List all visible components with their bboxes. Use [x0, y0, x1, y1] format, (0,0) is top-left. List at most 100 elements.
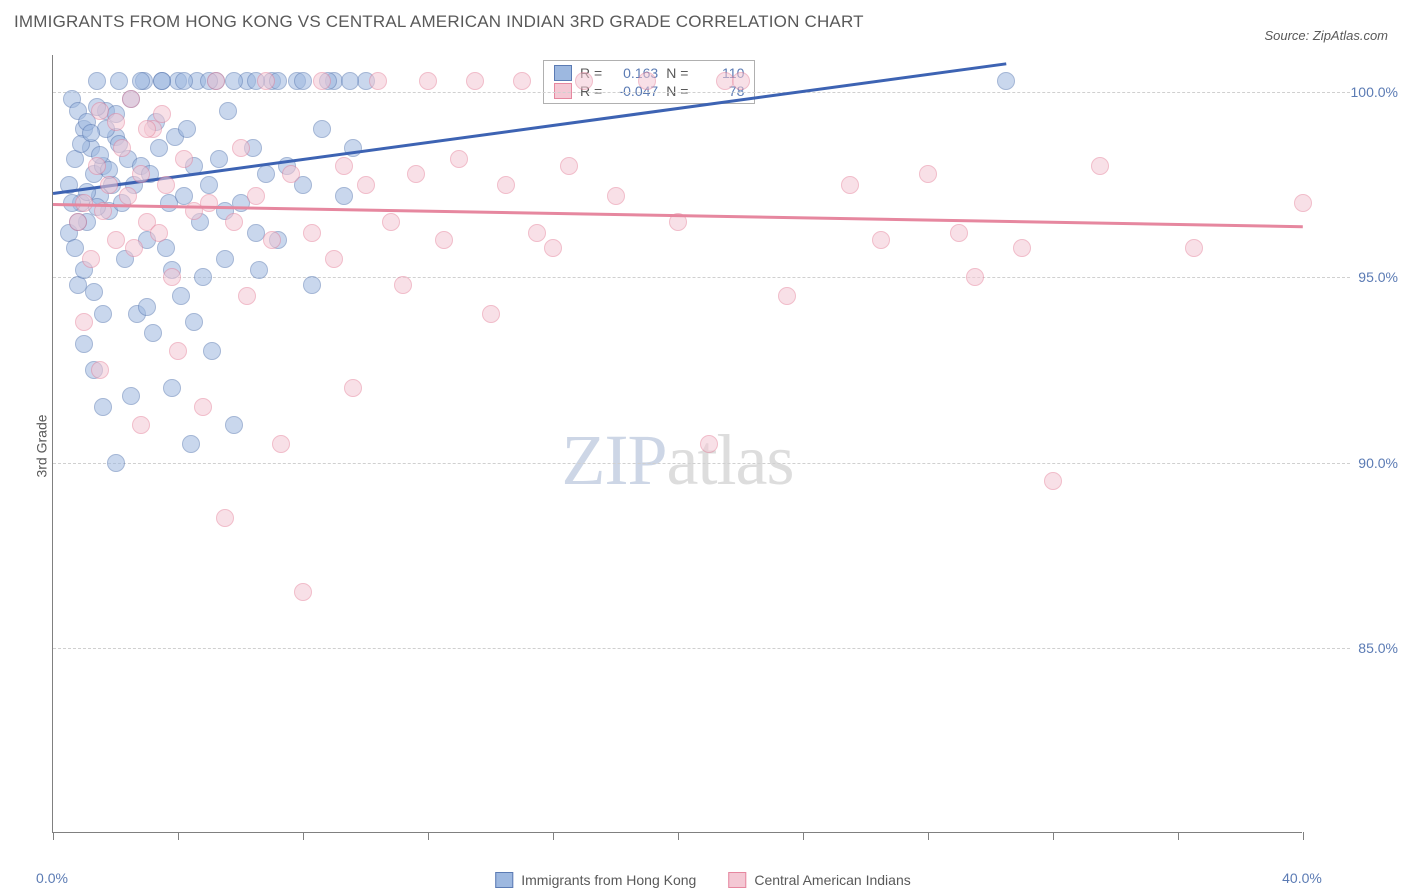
legend-label: Immigrants from Hong Kong: [521, 872, 696, 888]
legend-swatch: [554, 83, 572, 99]
legend-swatch: [554, 65, 572, 81]
series-legend: Immigrants from Hong KongCentral America…: [495, 872, 911, 888]
scatter-point: [225, 213, 243, 231]
scatter-point: [144, 324, 162, 342]
scatter-point: [153, 72, 171, 90]
scatter-point: [110, 72, 128, 90]
legend-swatch: [728, 872, 746, 888]
scatter-point: [282, 165, 300, 183]
x-tick: [428, 832, 429, 840]
scatter-point: [544, 239, 562, 257]
scatter-point: [169, 342, 187, 360]
scatter-point: [200, 194, 218, 212]
scatter-point: [150, 139, 168, 157]
x-tick: [678, 832, 679, 840]
scatter-point: [178, 120, 196, 138]
gridline-h: [53, 648, 1350, 649]
scatter-point: [1185, 239, 1203, 257]
x-tick-label: 40.0%: [1282, 870, 1322, 886]
scatter-point: [210, 150, 228, 168]
scatter-point: [575, 72, 593, 90]
scatter-point: [107, 454, 125, 472]
scatter-point: [841, 176, 859, 194]
scatter-point: [107, 113, 125, 131]
legend-swatch: [495, 872, 513, 888]
scatter-point: [513, 72, 531, 90]
scatter-point: [435, 231, 453, 249]
x-tick: [303, 832, 304, 840]
scatter-point: [132, 165, 150, 183]
scatter-point: [341, 72, 359, 90]
x-tick: [928, 832, 929, 840]
scatter-point: [263, 231, 281, 249]
scatter-point: [1091, 157, 1109, 175]
scatter-point: [303, 224, 321, 242]
chart-title: IMMIGRANTS FROM HONG KONG VS CENTRAL AME…: [14, 12, 864, 32]
scatter-point: [100, 176, 118, 194]
scatter-point: [325, 250, 343, 268]
scatter-point: [382, 213, 400, 231]
scatter-point: [450, 150, 468, 168]
scatter-point: [113, 139, 131, 157]
scatter-point: [194, 268, 212, 286]
scatter-point: [185, 313, 203, 331]
x-tick: [553, 832, 554, 840]
scatter-point: [407, 165, 425, 183]
scatter-point: [163, 268, 181, 286]
gridline-h: [53, 277, 1350, 278]
scatter-point: [528, 224, 546, 242]
scatter-point: [194, 398, 212, 416]
scatter-point: [172, 287, 190, 305]
x-tick: [1303, 832, 1304, 840]
scatter-point: [257, 165, 275, 183]
y-tick-label: 90.0%: [1358, 455, 1398, 471]
x-tick: [803, 832, 804, 840]
scatter-point: [157, 176, 175, 194]
scatter-point: [1044, 472, 1062, 490]
scatter-point: [122, 387, 140, 405]
scatter-point: [966, 268, 984, 286]
y-tick-label: 95.0%: [1358, 269, 1398, 285]
scatter-point: [335, 187, 353, 205]
legend-item: Immigrants from Hong Kong: [495, 872, 696, 888]
scatter-point: [250, 261, 268, 279]
scatter-point: [82, 124, 100, 142]
x-tick-label: 0.0%: [36, 870, 68, 886]
scatter-point: [132, 416, 150, 434]
scatter-point: [69, 213, 87, 231]
scatter-point: [950, 224, 968, 242]
scatter-point: [872, 231, 890, 249]
scatter-point: [107, 231, 125, 249]
scatter-point: [88, 157, 106, 175]
gridline-h: [53, 463, 1350, 464]
scatter-point: [294, 72, 312, 90]
scatter-point: [419, 72, 437, 90]
scatter-point: [466, 72, 484, 90]
scatter-point: [369, 72, 387, 90]
y-tick-label: 100.0%: [1351, 84, 1398, 100]
y-axis-label: 3rd Grade: [34, 414, 50, 477]
scatter-point: [219, 102, 237, 120]
scatter-point: [313, 72, 331, 90]
scatter-point: [94, 305, 112, 323]
scatter-point: [1294, 194, 1312, 212]
scatter-point: [335, 157, 353, 175]
scatter-point: [203, 342, 221, 360]
scatter-point: [200, 176, 218, 194]
scatter-point: [247, 187, 265, 205]
scatter-point: [163, 379, 181, 397]
scatter-point: [125, 239, 143, 257]
scatter-point: [94, 398, 112, 416]
x-tick: [1053, 832, 1054, 840]
scatter-point: [497, 176, 515, 194]
scatter-point: [638, 72, 656, 90]
scatter-chart: ZIPatlas R =0.163N =110R =-0.047N =78 85…: [52, 55, 1302, 833]
scatter-point: [216, 250, 234, 268]
scatter-point: [313, 120, 331, 138]
gridline-h: [53, 92, 1350, 93]
scatter-point: [732, 72, 750, 90]
scatter-point: [357, 176, 375, 194]
scatter-point: [482, 305, 500, 323]
watermark: ZIPatlas: [562, 419, 794, 502]
scatter-point: [394, 276, 412, 294]
